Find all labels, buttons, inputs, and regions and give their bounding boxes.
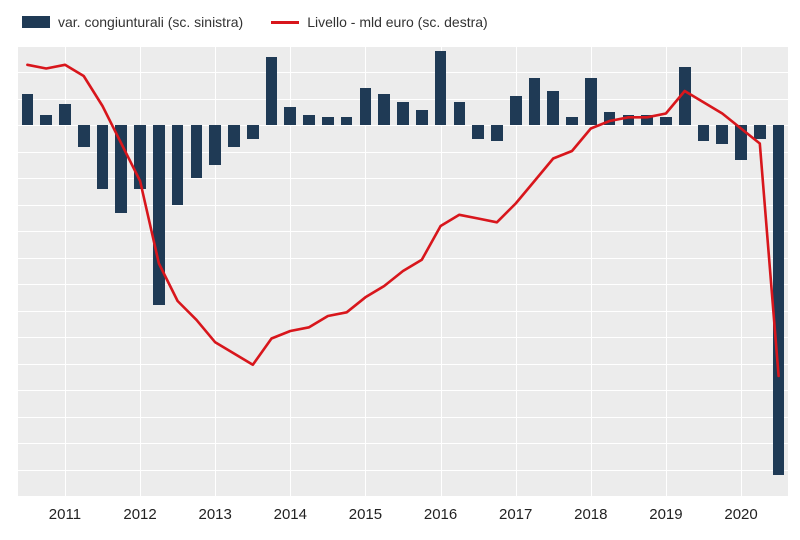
legend-swatch-line xyxy=(271,21,299,24)
x-axis-label: 2018 xyxy=(574,506,607,523)
line-path xyxy=(27,65,778,376)
legend-label-bars: var. congiunturali (sc. sinistra) xyxy=(58,14,243,30)
gridline-horizontal xyxy=(18,496,788,497)
x-axis-label: 2012 xyxy=(123,506,156,523)
x-axis-label: 2015 xyxy=(349,506,382,523)
legend-label-line: Livello - mld euro (sc. destra) xyxy=(307,14,488,30)
chart-root: var. congiunturali (sc. sinistra) Livell… xyxy=(0,0,800,540)
x-axis-label: 2019 xyxy=(649,506,682,523)
x-axis-label: 2014 xyxy=(274,506,307,523)
plot-area xyxy=(18,46,788,496)
x-axis-label: 2011 xyxy=(49,506,81,523)
line-series xyxy=(18,46,788,496)
legend: var. congiunturali (sc. sinistra) Livell… xyxy=(22,14,488,30)
x-axis-label: 2013 xyxy=(199,506,232,523)
x-axis-label: 2017 xyxy=(499,506,532,523)
legend-item-line: Livello - mld euro (sc. destra) xyxy=(271,14,488,30)
legend-swatch-bar xyxy=(22,16,50,28)
x-axis-label: 2020 xyxy=(724,506,757,523)
x-axis-label: 2016 xyxy=(424,506,457,523)
legend-item-bars: var. congiunturali (sc. sinistra) xyxy=(22,14,243,30)
